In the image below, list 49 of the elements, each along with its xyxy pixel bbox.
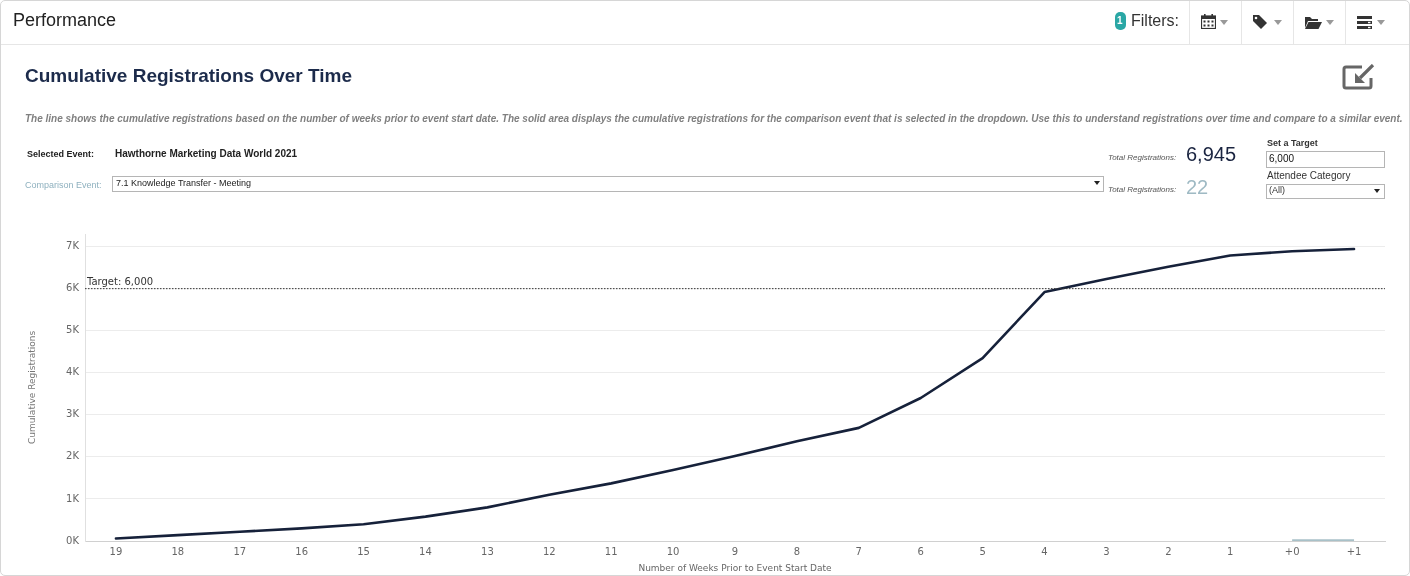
x-tick-label: 3 xyxy=(1103,545,1110,557)
x-tick-label: 5 xyxy=(979,545,986,557)
ref-line-label: Target: 6,000 xyxy=(86,276,154,288)
x-tick-label: 19 xyxy=(109,545,123,557)
x-tick-label: 8 xyxy=(793,545,801,557)
y-tick-label: 5K xyxy=(66,324,80,336)
x-tick-label: 7 xyxy=(855,545,862,557)
x-tick-label: 17 xyxy=(233,545,247,557)
x-tick-label: 4 xyxy=(1041,545,1048,557)
text: Total Registrations: xyxy=(1108,153,1177,162)
text: 7.1 Knowledge Transfer - Meeting xyxy=(116,178,252,188)
y-tick-label: 6K xyxy=(66,282,80,294)
chart-title: Cumulative Registrations Over Time xyxy=(25,65,352,86)
x-tick-label: 18 xyxy=(171,545,185,557)
x-tick-label: 6 xyxy=(917,545,924,557)
text: (All) xyxy=(1269,185,1285,195)
y-tick-label: 0K xyxy=(66,534,80,546)
text: 22 xyxy=(1186,176,1209,198)
text: Attendee Category xyxy=(1267,170,1351,181)
x-axis-title: Number of Weeks Prior to Event Start Date xyxy=(638,562,833,573)
chart-subtitle: The line shows the cumulative registrations based on the number of weeks prior to event start date. The solid area displays the cumulative registrations for the comparison event that is selected in the dropdown. Use this to understand registrations over time and compare to a similar event. xyxy=(25,113,1403,124)
text: Comparison Event: xyxy=(25,180,102,190)
x-tick-label: 16 xyxy=(295,545,309,557)
x-tick-label: 15 xyxy=(357,545,370,557)
x-tick-label: 10 xyxy=(666,545,680,557)
y-tick-label: 2K xyxy=(66,450,80,462)
text: 6,000 xyxy=(1269,153,1295,164)
text: Set a Target xyxy=(1267,138,1318,148)
text: Selected Event: xyxy=(27,149,95,159)
y-axis-title: Cumulative Registrations xyxy=(26,330,37,445)
x-tick-label: 12 xyxy=(542,545,556,557)
y-tick-label: 3K xyxy=(66,408,80,420)
y-tick-label: 7K xyxy=(66,240,80,252)
x-tick-label: +1 xyxy=(1346,545,1362,557)
x-tick-label: 11 xyxy=(604,545,618,557)
x-tick-label: 2 xyxy=(1165,545,1172,557)
x-tick-label: 13 xyxy=(481,545,494,557)
y-tick-label: 1K xyxy=(66,492,80,504)
x-tick-label: 9 xyxy=(731,545,739,557)
text: Filters: xyxy=(1131,12,1179,29)
text: Performance xyxy=(13,10,117,30)
text: 1 xyxy=(1117,15,1123,26)
x-tick-label: 14 xyxy=(419,545,432,557)
x-tick-label: +0 xyxy=(1284,545,1300,557)
text: Total Registrations: xyxy=(1108,185,1177,194)
text: 6,945 xyxy=(1186,143,1237,165)
y-tick-label: 4K xyxy=(66,366,80,378)
text: Hawthorne Marketing Data World 2021 xyxy=(115,148,298,159)
x-tick-label: 1 xyxy=(1227,545,1234,557)
